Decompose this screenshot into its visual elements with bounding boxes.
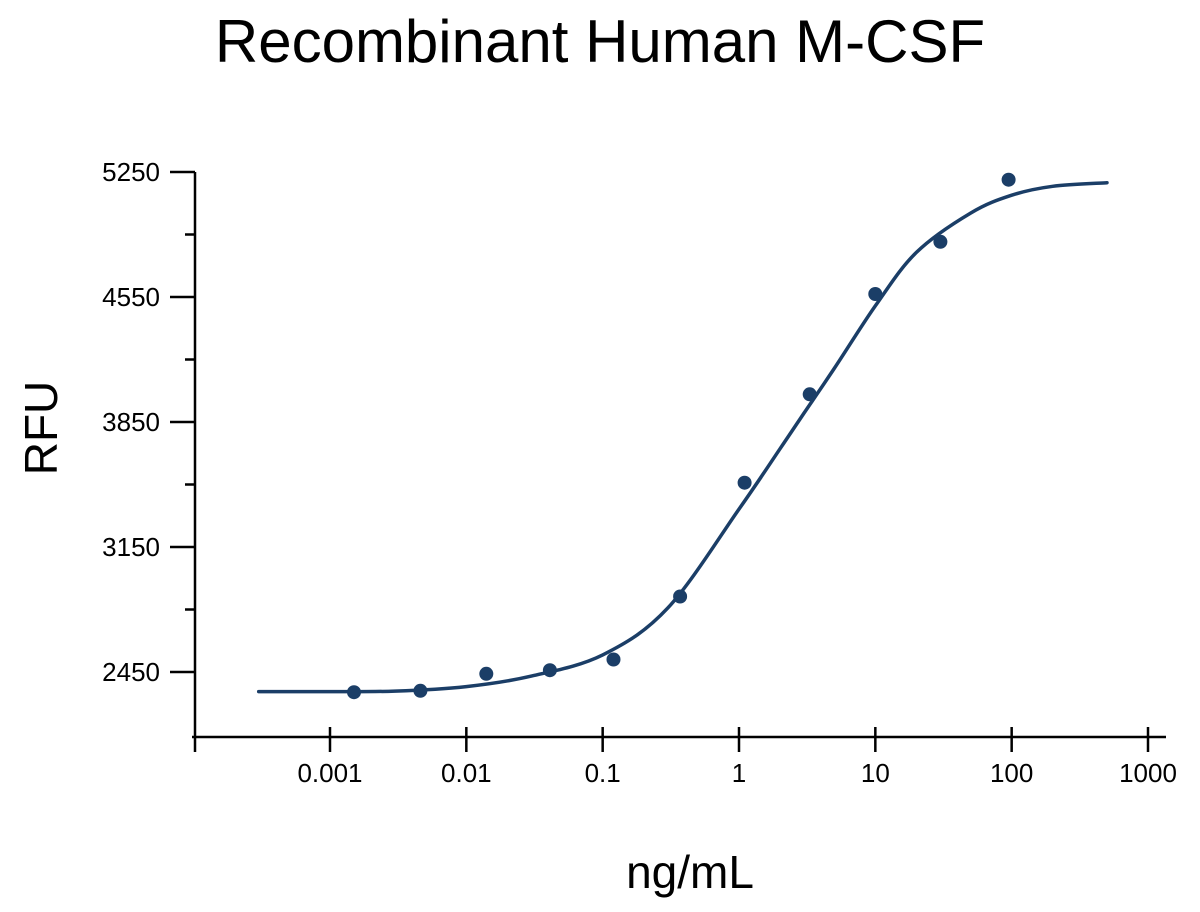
y-tick-label: 3850	[102, 407, 160, 437]
data-point	[1001, 172, 1016, 187]
data-point	[802, 387, 817, 402]
x-tick-label: 1000	[1119, 758, 1177, 788]
x-tick-label: 100	[990, 758, 1033, 788]
data-point	[933, 234, 948, 249]
x-tick-label: 1	[732, 758, 746, 788]
data-point	[479, 666, 494, 681]
data-point	[606, 652, 621, 667]
data-point	[542, 663, 557, 678]
y-tick-label: 3150	[102, 532, 160, 562]
y-tick-label: 5250	[102, 157, 160, 187]
y-tick-label: 2450	[102, 657, 160, 687]
fit-curve-layer	[256, 180, 1109, 694]
data-point	[347, 685, 361, 700]
x-tick-label: 10	[861, 758, 890, 788]
data-point	[737, 475, 752, 490]
chart-title: Recombinant Human M-CSF	[215, 8, 985, 75]
data-point	[673, 589, 688, 604]
x-ticks: 0.001 0.01 0.1 1 10 100 1000	[297, 727, 1177, 788]
x-axis-label: ng/mL	[626, 846, 754, 898]
x-tick-label: 0.001	[297, 758, 362, 788]
y-axis-label: RFU	[15, 381, 67, 476]
fit-curve	[256, 180, 1109, 694]
data-point	[413, 683, 428, 698]
x-tick-label: 0.01	[441, 758, 492, 788]
y-ticks: 2450 3150 3850 4550 5250	[102, 157, 195, 687]
data-points-layer	[347, 172, 1016, 700]
x-tick-label: 0.1	[585, 758, 621, 788]
data-point	[868, 287, 883, 301]
y-tick-label: 4550	[102, 282, 160, 312]
y-axis: 2450 3150 3850 4550 5250	[102, 157, 197, 752]
x-axis: 0.001 0.01 0.1 1 10 100 1000	[192, 727, 1177, 788]
